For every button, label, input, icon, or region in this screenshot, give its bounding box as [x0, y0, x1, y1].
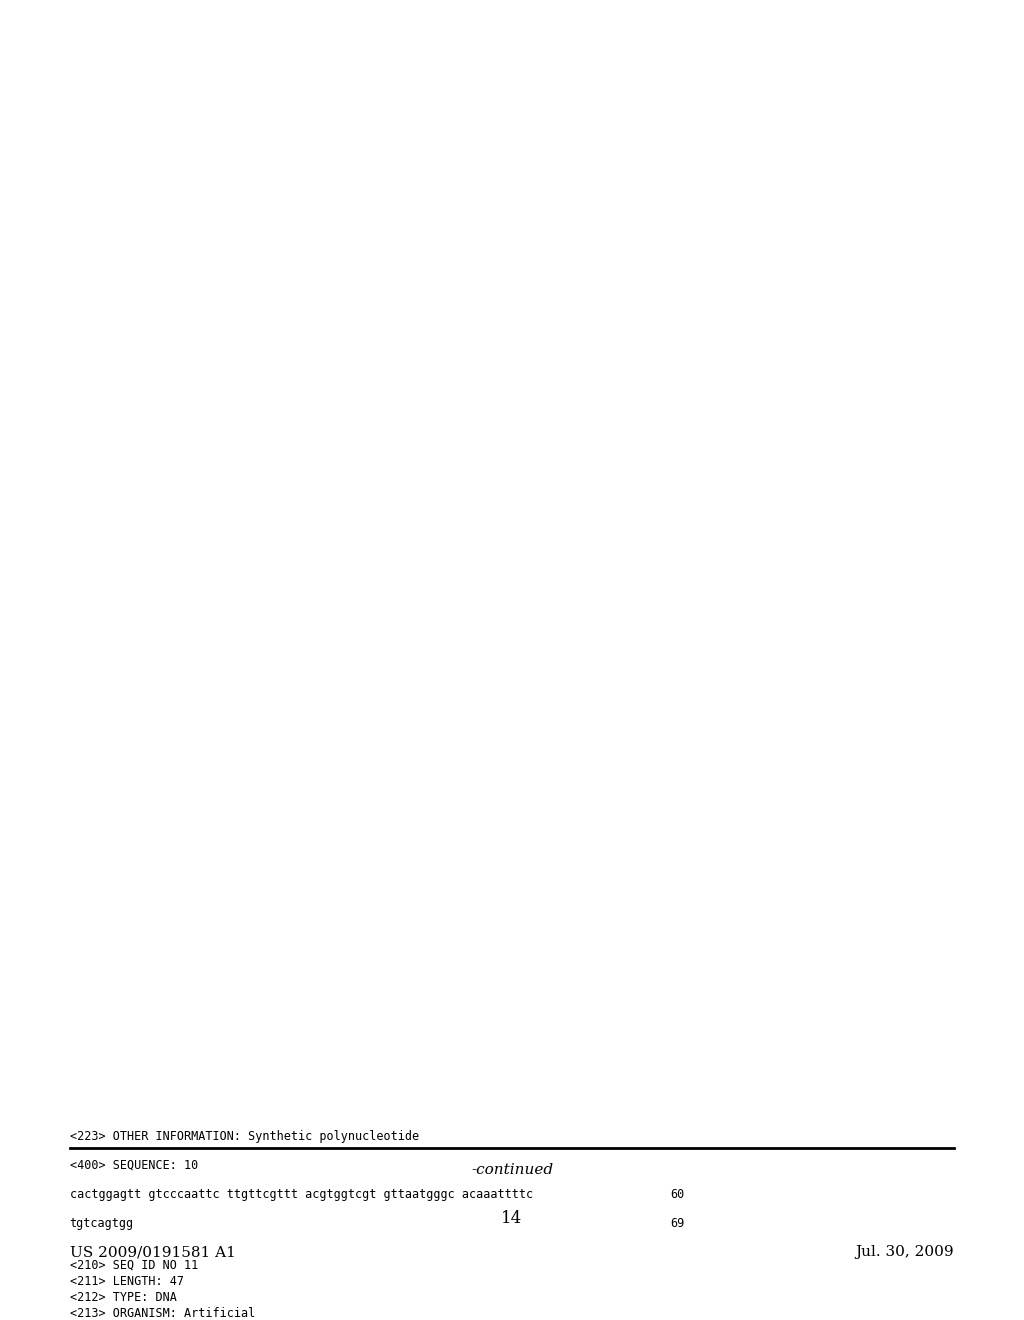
Text: cactggagtt gtcccaattc ttgttcgttt acgtggtcgt gttaatgggc acaaattttc: cactggagtt gtcccaattc ttgttcgttt acgtggt… — [70, 1188, 532, 1201]
Text: -continued: -continued — [471, 1163, 553, 1177]
Text: <212> TYPE: DNA: <212> TYPE: DNA — [70, 1291, 176, 1304]
Text: US 2009/0191581 A1: US 2009/0191581 A1 — [70, 1245, 236, 1259]
Text: <213> ORGANISM: Artificial: <213> ORGANISM: Artificial — [70, 1307, 255, 1320]
Text: Jul. 30, 2009: Jul. 30, 2009 — [856, 1245, 954, 1259]
Text: <210> SEQ ID NO 11: <210> SEQ ID NO 11 — [70, 1259, 198, 1272]
Text: <223> OTHER INFORMATION: Synthetic polynucleotide: <223> OTHER INFORMATION: Synthetic polyn… — [70, 1130, 419, 1143]
Text: 60: 60 — [671, 1188, 685, 1201]
Text: 14: 14 — [502, 1210, 522, 1228]
Text: <400> SEQUENCE: 10: <400> SEQUENCE: 10 — [70, 1159, 198, 1172]
Text: <211> LENGTH: 47: <211> LENGTH: 47 — [70, 1275, 183, 1288]
Text: tgtcagtgg: tgtcagtgg — [70, 1217, 134, 1230]
Text: 69: 69 — [671, 1217, 685, 1230]
